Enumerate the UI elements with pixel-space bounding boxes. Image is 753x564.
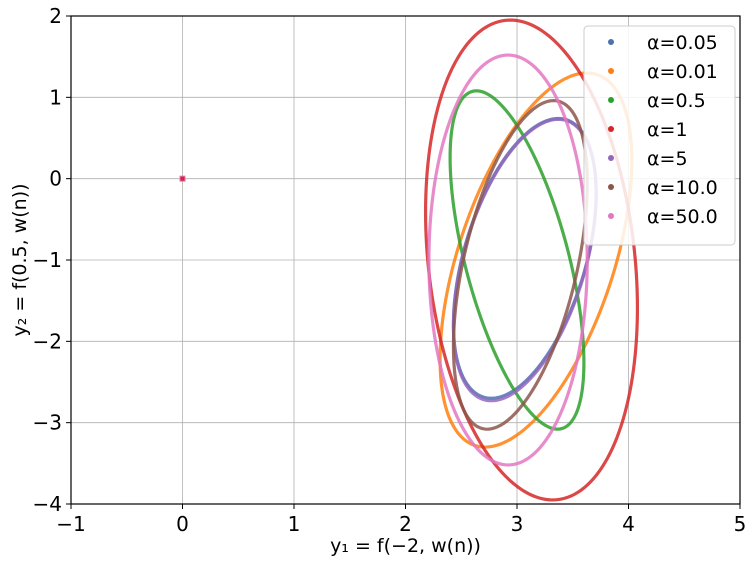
x-axis-label: y₁ = f(−2, w(n)) — [330, 535, 481, 557]
legend-label: α=5 — [647, 148, 688, 170]
y-tick-label: −2 — [33, 329, 62, 353]
y-tick-label: 2 — [49, 4, 62, 28]
y-tick-label: 0 — [49, 167, 62, 191]
legend-marker — [608, 68, 614, 74]
legend-marker — [608, 97, 614, 103]
y-axis-label: y₂ = f(0.5, w(n)) — [9, 183, 31, 336]
y-tick-label: −3 — [33, 411, 62, 435]
y-axis-ticks: −4 −3 −2 −1 0 1 2 — [33, 4, 71, 516]
x-tick-label: 3 — [511, 512, 524, 536]
legend-marker — [608, 155, 614, 161]
x-tick-label: 1 — [288, 512, 301, 536]
legend-label: α=10.0 — [647, 177, 718, 199]
legend-marker — [608, 126, 614, 132]
legend-label: α=0.5 — [647, 90, 706, 112]
legend-label: α=0.05 — [647, 32, 718, 54]
y-tick-label: −4 — [33, 492, 62, 516]
origin-point — [179, 175, 186, 182]
y-tick-label: 1 — [49, 85, 62, 109]
legend-label: α=1 — [647, 119, 688, 141]
x-tick-label: 4 — [622, 512, 635, 536]
legend-marker — [608, 39, 614, 45]
origin-marker — [179, 175, 186, 182]
series-curve-6 — [427, 53, 589, 467]
legend-box — [583, 25, 736, 246]
x-axis-ticks: −1 0 1 2 3 4 5 — [56, 504, 746, 536]
legend: α=0.05 α=0.01 α=0.5 α=1 α=5 α=10.0 α=50.0 — [583, 25, 736, 246]
x-tick-label: 0 — [176, 512, 189, 536]
x-tick-label: 2 — [399, 512, 412, 536]
series-curve-0 — [451, 116, 598, 400]
y-tick-label: −1 — [33, 248, 62, 272]
x-tick-label: 5 — [734, 512, 747, 536]
legend-marker — [608, 184, 614, 190]
legend-label: α=0.01 — [647, 61, 718, 83]
x-tick-label: −1 — [56, 512, 85, 536]
series-curve-2 — [448, 89, 586, 431]
series-curve-5 — [451, 98, 589, 431]
legend-label: α=50.0 — [647, 206, 718, 228]
legend-marker — [608, 213, 614, 219]
